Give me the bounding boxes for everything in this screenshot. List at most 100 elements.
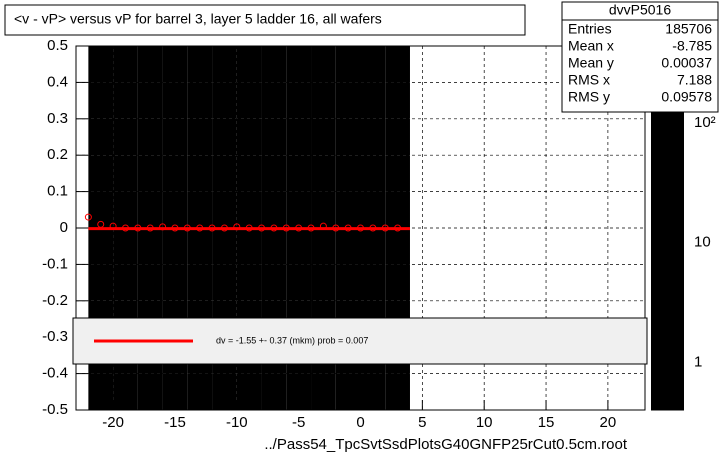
density-cell bbox=[187, 373, 213, 410]
x-tick-label: 15 bbox=[538, 414, 555, 431]
colorbar-step bbox=[651, 355, 684, 362]
colorbar-step bbox=[651, 391, 684, 399]
colorbar-step bbox=[651, 319, 684, 326]
density-cell bbox=[187, 155, 213, 192]
density-cell bbox=[311, 228, 336, 265]
colorbar-step bbox=[651, 325, 684, 332]
colorbar-step bbox=[651, 240, 684, 247]
stats-label: Mean x bbox=[568, 38, 614, 54]
y-tick-label: -0.1 bbox=[42, 255, 68, 272]
density-cell bbox=[360, 373, 386, 410]
density-cell bbox=[187, 191, 213, 228]
y-tick-label: 0.3 bbox=[47, 110, 68, 127]
stats-value: 185706 bbox=[665, 21, 712, 37]
colorbar-step bbox=[651, 306, 684, 314]
colorbar-step bbox=[651, 191, 684, 199]
density-cell bbox=[88, 264, 114, 301]
x-tick-label: -15 bbox=[164, 414, 186, 431]
stats-label: Entries bbox=[568, 21, 612, 37]
density-cell bbox=[137, 118, 163, 156]
density-cell bbox=[385, 191, 410, 228]
density-cell bbox=[187, 228, 213, 265]
colorbar-step bbox=[651, 252, 684, 259]
density-cell bbox=[88, 228, 114, 265]
density-cell bbox=[137, 264, 163, 301]
colorbar-step bbox=[651, 270, 684, 278]
density-cell bbox=[236, 46, 262, 83]
colorbar-step bbox=[651, 209, 684, 217]
y-tick-label: -0.3 bbox=[42, 328, 68, 345]
density-cell bbox=[261, 264, 287, 301]
density-cell bbox=[261, 82, 287, 119]
colorbar-step bbox=[651, 282, 684, 290]
z-tick-label: 10² bbox=[694, 114, 716, 131]
density-cell bbox=[360, 82, 386, 119]
density-cell bbox=[261, 46, 287, 83]
colorbar-step bbox=[651, 228, 684, 235]
x-tick-label: -10 bbox=[226, 414, 248, 431]
colorbar-step bbox=[651, 112, 684, 120]
density-cell bbox=[261, 118, 287, 156]
chart-title: <v - vP> versus vP for barrel 3, layer 5… bbox=[14, 11, 382, 27]
stats-value: 0.09578 bbox=[661, 89, 712, 105]
density-cell bbox=[385, 155, 410, 192]
colorbar-step bbox=[651, 361, 684, 369]
density-cell bbox=[385, 118, 410, 156]
density-cell bbox=[236, 82, 262, 119]
density-cell bbox=[113, 373, 138, 410]
density-cell bbox=[187, 82, 213, 119]
density-cell bbox=[236, 264, 262, 301]
density-cell bbox=[261, 228, 287, 265]
density-cell bbox=[236, 118, 262, 156]
density-cell bbox=[187, 46, 213, 83]
density-cell bbox=[385, 82, 410, 119]
density-cell bbox=[212, 228, 237, 265]
colorbar-step bbox=[651, 197, 684, 205]
plot-area: -20 -15 -10 -5 0 5 10 15 20-0.5-0.4-0.3-0.2-0.10… bbox=[42, 37, 716, 431]
colorbar-step bbox=[651, 130, 684, 138]
colorbar-step bbox=[651, 143, 684, 150]
density-cell bbox=[212, 373, 237, 410]
y-tick-label: 0.4 bbox=[47, 73, 68, 90]
density-cell bbox=[212, 264, 237, 301]
density-cell bbox=[88, 46, 114, 83]
colorbar-step bbox=[651, 185, 684, 193]
colorbar-step bbox=[651, 173, 684, 180]
density-cell bbox=[311, 82, 336, 119]
density-cell bbox=[385, 264, 410, 301]
colorbar-step bbox=[651, 215, 684, 223]
density-cell bbox=[335, 228, 361, 265]
stats-label: RMS x bbox=[568, 72, 610, 88]
title-box bbox=[4, 4, 526, 36]
density-cell bbox=[360, 118, 386, 156]
density-cell bbox=[113, 82, 138, 119]
density-cell bbox=[88, 191, 114, 228]
density-cell bbox=[236, 191, 262, 228]
density-cell bbox=[137, 228, 163, 265]
y-tick-label: 0.2 bbox=[47, 146, 68, 163]
density-cell bbox=[335, 118, 361, 156]
density-cell bbox=[88, 373, 114, 410]
colorbar-step bbox=[651, 234, 684, 241]
density-cell bbox=[335, 82, 361, 119]
density-cell bbox=[360, 155, 386, 192]
y-tick-label: 0.5 bbox=[47, 37, 68, 54]
y-tick-label: 0.1 bbox=[47, 183, 68, 200]
density-cell bbox=[385, 373, 410, 410]
density-cell bbox=[385, 46, 410, 83]
density-cell bbox=[113, 264, 138, 301]
density-cell bbox=[113, 155, 138, 192]
colorbar-step bbox=[651, 203, 684, 211]
colorbar-step bbox=[651, 149, 684, 156]
density-cell bbox=[113, 228, 138, 265]
density-cell bbox=[311, 264, 336, 301]
stats-value: -8.785 bbox=[672, 38, 712, 54]
fit-label: dv = -1.55 +- 0.37 (mkm) prob = 0.007 bbox=[216, 335, 368, 345]
density-cell bbox=[88, 155, 114, 192]
colorbar-step bbox=[651, 294, 684, 302]
density-cell bbox=[137, 373, 163, 410]
density-cell bbox=[212, 155, 237, 192]
colorbar-step bbox=[651, 288, 684, 296]
density-cell bbox=[311, 191, 336, 228]
colorbar-step bbox=[651, 337, 684, 344]
